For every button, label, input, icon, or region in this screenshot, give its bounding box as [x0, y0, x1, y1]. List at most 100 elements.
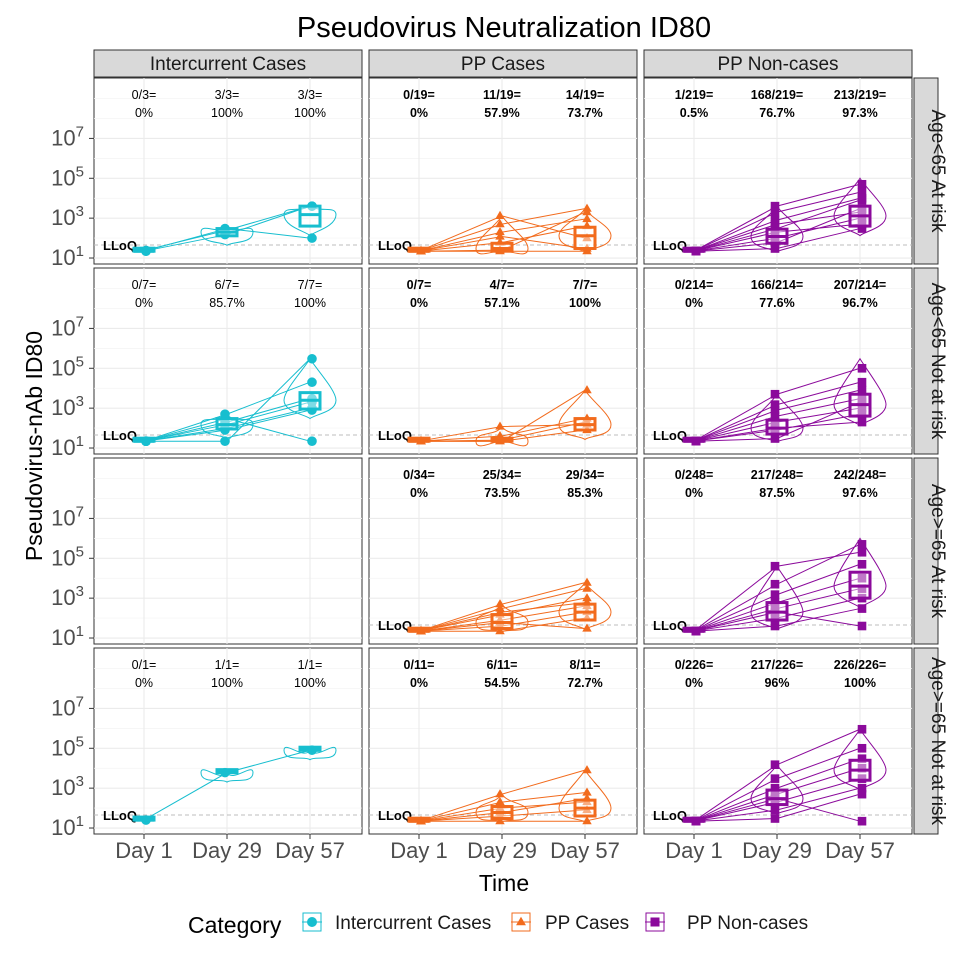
response-rate-label: 0% [410, 296, 428, 310]
data-point [857, 559, 867, 569]
data-point [220, 436, 230, 446]
data-point [857, 783, 867, 793]
response-rate-label: 85.3% [567, 486, 602, 500]
response-count-label: 29/34= [566, 468, 605, 482]
x-tick-label: Day 57 [550, 838, 620, 863]
data-point [857, 397, 867, 407]
y-tick-exponent: 3 [76, 773, 84, 790]
x-tick-label: Day 29 [467, 838, 537, 863]
data-point [770, 783, 780, 793]
response-count-label: 0/1= [132, 658, 157, 672]
response-rate-label: 100% [294, 676, 326, 690]
panel-border [93, 647, 363, 835]
response-rate-label: 0% [135, 296, 153, 310]
y-tick-base: 10 [51, 205, 75, 230]
data-point [582, 593, 592, 602]
data-point [857, 621, 867, 631]
row-strip-label: Age>=65 Not at risk [927, 657, 948, 825]
row-strip-label: Age<65 Not at risk [927, 283, 948, 440]
data-point [857, 403, 867, 413]
y-tick-exponent: 5 [76, 543, 84, 560]
y-tick-label: 103 [51, 583, 84, 610]
data-point [582, 207, 592, 216]
data-point [857, 584, 867, 593]
y-tick-base: 10 [51, 735, 75, 760]
legend-key-box [511, 912, 531, 932]
data-point [857, 224, 867, 233]
data-point [857, 377, 867, 387]
y-tick-exponent: 3 [76, 203, 84, 220]
response-rate-label: 0% [410, 106, 428, 120]
y-tick-base: 10 [51, 355, 75, 380]
row-strip [913, 457, 939, 645]
response-count-label: 217/226= [751, 658, 803, 672]
y-tick-label: 103 [51, 393, 84, 420]
data-point [770, 579, 780, 589]
y-tick-base: 10 [51, 435, 75, 460]
response-rate-label: 72.7% [567, 676, 602, 690]
violin-outline [200, 769, 254, 783]
data-point [495, 227, 505, 236]
y-axis-title: Pseudovirus-nAb ID80 [21, 331, 47, 561]
data-point [770, 621, 780, 631]
panel: LLoQ 0/1= 0% 1/1= 100% 1/1= 100% [93, 647, 363, 835]
response-count-label: 168/219= [751, 88, 803, 102]
response-rate-label: 0.5% [680, 106, 709, 120]
response-count-label: 1/1= [215, 658, 240, 672]
data-point [857, 743, 867, 753]
panel-border [368, 267, 638, 455]
y-tick-base: 10 [51, 695, 75, 720]
data-point [770, 814, 780, 823]
y-tick-exponent: 1 [76, 433, 84, 450]
legend: Category Intercurrent Cases PP Cases PP Non… [188, 912, 808, 938]
data-point [857, 604, 867, 613]
y-tick-label: 101 [51, 813, 84, 840]
data-point [857, 417, 867, 427]
response-count-label: 0/19= [403, 88, 435, 102]
data-point [770, 227, 780, 237]
y-tick-label: 101 [51, 243, 84, 270]
y-tick-label: 107 [51, 503, 84, 530]
data-point [770, 590, 780, 599]
legend-entry-label: PP Cases [545, 913, 629, 934]
response-count-label: 0/214= [675, 278, 714, 292]
y-tick-base: 10 [51, 775, 75, 800]
y-tick-exponent: 5 [76, 163, 84, 180]
y-tick-exponent: 1 [76, 813, 84, 830]
y-tick-label: 105 [51, 353, 84, 380]
panel-border [93, 457, 363, 645]
y-tick-base: 10 [51, 545, 75, 570]
chart-title: Pseudovirus Neutralization ID80 [297, 12, 711, 44]
data-point [770, 411, 780, 421]
row-strip [913, 267, 939, 455]
response-count-label: 0/7= [132, 278, 157, 292]
y-tick-exponent: 3 [76, 393, 84, 410]
response-count-label: 3/3= [298, 88, 323, 102]
data-point [857, 573, 867, 583]
legend-entry-label: PP Non-cases [687, 913, 808, 934]
response-rate-label: 77.6% [759, 296, 794, 310]
column-strip-label: PP Non-cases [717, 54, 838, 75]
response-rate-label: 0% [685, 676, 703, 690]
response-count-label: 166/214= [751, 278, 803, 292]
data-point [857, 754, 867, 764]
data-point [770, 207, 780, 217]
data-point [857, 540, 867, 549]
data-point [582, 213, 592, 223]
data-point [495, 816, 505, 825]
lloq-label: LLoQ [378, 238, 412, 253]
y-tick-label: 101 [51, 433, 84, 460]
row-strip [913, 647, 939, 835]
data-point [582, 623, 592, 632]
y-tick-base: 10 [51, 315, 75, 340]
data-point [857, 195, 867, 205]
y-tick-base: 10 [51, 395, 75, 420]
response-count-label: 7/7= [573, 278, 598, 292]
data-point [857, 724, 867, 734]
column-strip [368, 49, 638, 78]
data-point [770, 774, 780, 783]
data-point [495, 231, 505, 240]
data-point [495, 626, 505, 635]
response-count-label: 217/248= [751, 468, 803, 482]
